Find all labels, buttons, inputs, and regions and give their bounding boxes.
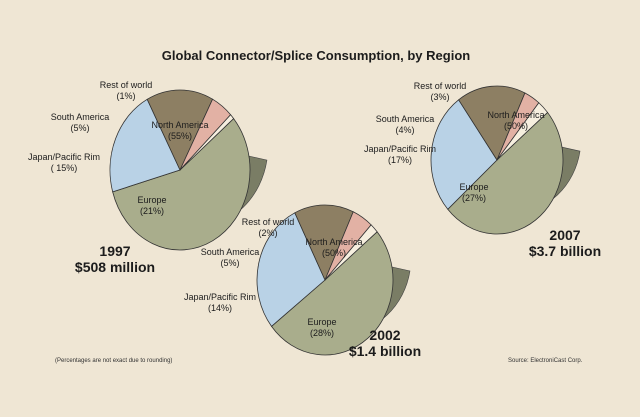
pie-2002-slice-europe — [256, 212, 326, 327]
pie-1997-total: $508 million — [75, 259, 155, 275]
pie-2007-slice-europe — [430, 99, 498, 210]
pie-1997-slice-europe — [109, 98, 181, 193]
pie-2007-label-south-america: South America — [376, 114, 435, 124]
pie-1997-label-rest-of-world: Rest of world — [100, 80, 153, 90]
pie-2007-pct-japan-pacific-rim: (17%) — [388, 155, 412, 165]
pie-1997-slice-rest-of-world — [179, 114, 235, 171]
pie-2002-pct-rest-of-world: (2%) — [258, 228, 277, 238]
pie-2007-label-north-america: North America — [487, 110, 544, 120]
pie-2002-pct-japan-pacific-rim: (14%) — [208, 303, 232, 313]
pie-2002-slice-north-america — [271, 231, 394, 356]
pie-2007-slice-north-america — [447, 111, 564, 235]
pie-2007-label-japan-pacific-rim: Japan/Pacific Rim — [364, 144, 436, 154]
pie-1997-year: 1997 — [99, 243, 130, 259]
pie-1997-pct-europe: (21%) — [140, 206, 164, 216]
pie-2007-total: $3.7 billion — [529, 243, 601, 259]
pie-2002-pct-north-america: (50%) — [322, 248, 346, 258]
pie-2007-slice-rest-of-world — [496, 102, 549, 161]
pie-2002-pct-europe: (28%) — [310, 328, 334, 338]
footnote: (Percentages are not exact due to roundi… — [55, 358, 172, 364]
pie-2007-pct-north-america: (50%) — [504, 121, 528, 131]
pie-2002-label-rest-of-world: Rest of world — [242, 217, 295, 227]
pie-1997-pct-rest-of-world: (1%) — [116, 91, 135, 101]
pie-2007-pct-europe: (27%) — [462, 193, 486, 203]
pie-2002: North America(50%) Europe(28%) Japan/Pacif… — [184, 204, 421, 359]
pie-2007-pct-rest-of-world: (3%) — [430, 92, 449, 102]
pies-group: North America(55%)Europe(21%)Japan/Pacif… — [28, 80, 601, 359]
source-note: Source: ElectroniCast Corp. — [508, 358, 583, 364]
pie-2002-label-japan-pacific-rim: Japan/Pacific Rim — [184, 292, 256, 302]
pie-1997-slice-north-america — [112, 117, 251, 251]
pie-1997-pct-north-america: (55%) — [168, 131, 192, 141]
chart-title: Global Connector/Splice Consumption, by … — [162, 48, 470, 63]
pie-2007-slice-japan-pacific-rim — [458, 85, 526, 161]
pie-2002-total: $1.4 billion — [349, 343, 421, 359]
pie-2002-label-north-america: North America — [305, 237, 362, 247]
pie-2007-label-rest-of-world: Rest of world — [414, 81, 467, 91]
pie-1997-label-north-america: North America — [151, 120, 208, 130]
pie-1997-pct-south-america: (5%) — [70, 123, 89, 133]
pie-1997-label-europe: Europe — [137, 195, 166, 205]
pie-2002-pct-south-america: (5%) — [220, 258, 239, 268]
pie-1997-pct-japan-pacific-rim: ( 15%) — [51, 163, 78, 173]
pie-1997-label-south-america: South America — [51, 112, 110, 122]
pie-2007-label-europe: Europe — [459, 182, 488, 192]
pie-2002-slice-rest-of-world — [324, 224, 378, 281]
pie-1997-label-japan-pacific-rim: Japan/Pacific Rim — [28, 152, 100, 162]
pie-2007: North America(50%) Europe(27%) Japan/Pacif… — [364, 81, 601, 259]
pie-2007-year: 2007 — [549, 227, 580, 243]
pie-1997: North America(55%) Europe(21%) Japan/Pacif… — [28, 80, 268, 275]
pie-2002-label-europe: Europe — [307, 317, 336, 327]
pie-2007-pct-south-america: (4%) — [395, 125, 414, 135]
pie-2002-year: 2002 — [369, 327, 400, 343]
pie-2002-label-south-america: South America — [201, 247, 260, 257]
pie-2002-slice-japan-pacific-rim — [294, 204, 354, 282]
pie-1997-slice-japan-pacific-rim — [146, 89, 214, 171]
